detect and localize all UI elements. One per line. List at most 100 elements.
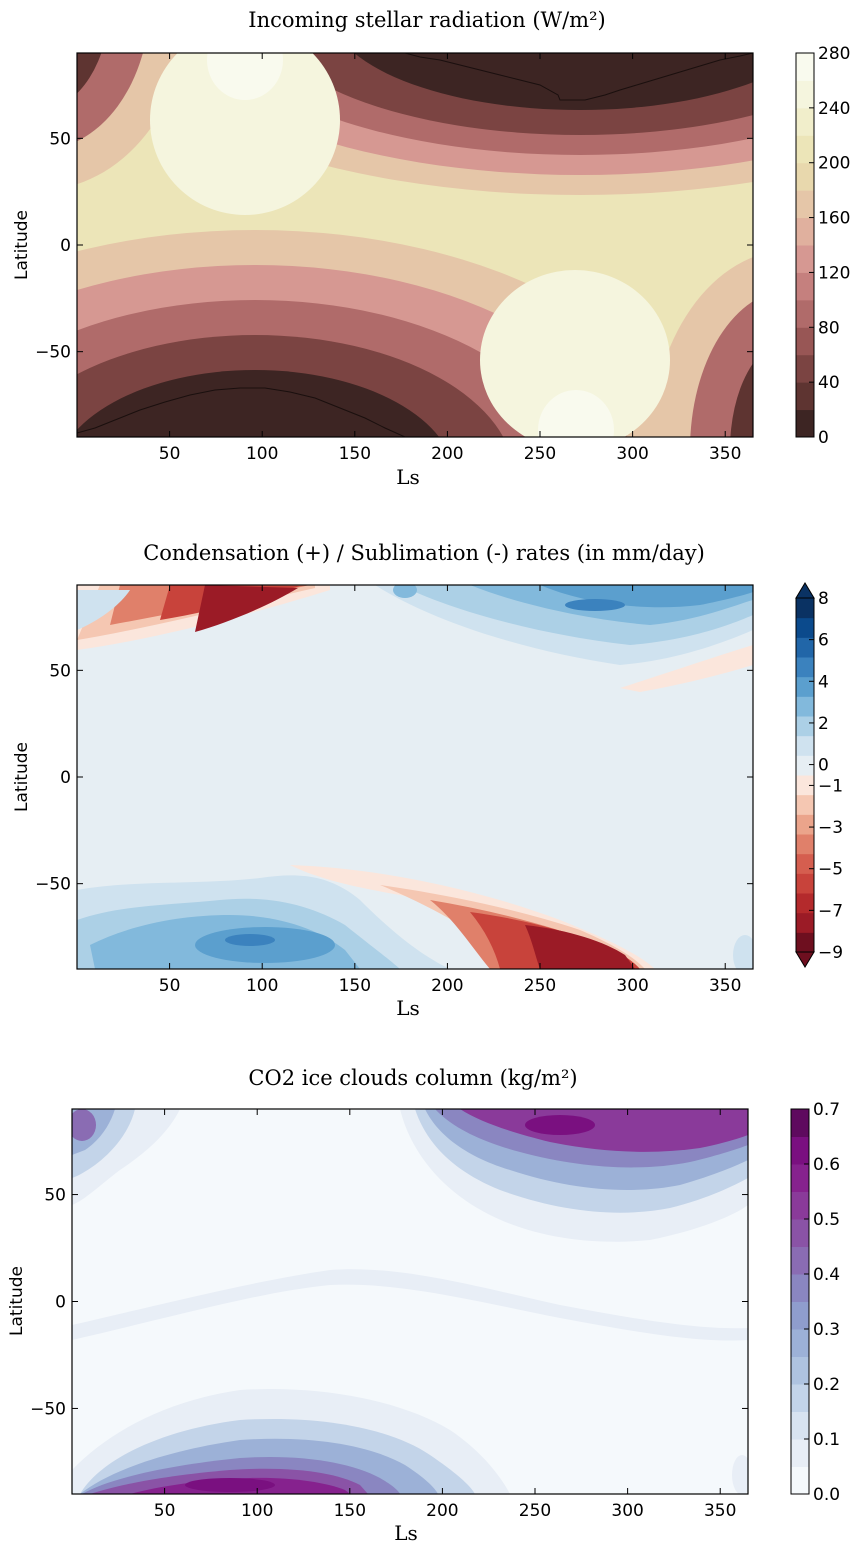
radiation-southeast-dark [650, 257, 753, 437]
condensation-colorbar-swatch [796, 617, 814, 638]
radiation-colorbar: 0 40 80 120 160 200 240 280 [795, 44, 850, 448]
condensation-x-ticks: 50 100 150 200 250 300 350 [159, 585, 741, 996]
radiation-colorbar-swatch [796, 190, 814, 219]
condensation-y-tick-label: −50 [35, 875, 71, 895]
co2-clouds-x-tick-label: 100 [241, 1501, 273, 1521]
radiation-colorbar-swatch [796, 217, 814, 246]
condensation-colorbar-tick-label: −1 [818, 776, 843, 796]
condensation-y-tick-label: 0 [60, 768, 71, 788]
co2-clouds-x-label: Ls [394, 1521, 418, 1545]
radiation-x-tick-label: 200 [431, 444, 463, 464]
radiation-plot-area [77, 53, 753, 437]
condensation-colorbar-swatch [796, 755, 814, 776]
co2-clouds-colorbar-tick-label: 0.6 [813, 1155, 840, 1175]
radiation-x-ticks: 50 100 150 200 250 300 350 [159, 53, 741, 464]
radiation-colorbar-tick-label: 280 [818, 44, 850, 64]
co2-clouds-plot-area [72, 1109, 748, 1494]
condensation-colorbar-tick-label: 4 [818, 672, 829, 692]
condensation-colorbar-swatch [796, 794, 814, 815]
radiation-colorbar-swatch [796, 409, 814, 438]
radiation-y-tick-label: −50 [35, 343, 71, 363]
radiation-colorbar-swatch [796, 245, 814, 273]
condensation-y-label: Latitude [12, 742, 32, 812]
condensation-title: Condensation (+) / Sublimation (-) rates… [143, 541, 705, 565]
condensation-north-condensation [375, 585, 753, 665]
condensation-colorbar-swatch [796, 853, 814, 874]
condensation-colorbar-tick-label: −5 [818, 860, 843, 880]
condensation-colorbar-tick-label: −7 [818, 901, 843, 921]
condensation-south-sublimation [290, 865, 655, 969]
co2-clouds-colorbar-swatch [791, 1301, 809, 1330]
co2-clouds-colorbar-tick-label: 0.5 [813, 1210, 840, 1230]
condensation-colorbar-extend-bottom [795, 951, 815, 968]
condensation-colorbar-swatch [796, 873, 814, 894]
radiation-colorbar-swatch [796, 135, 814, 164]
condensation-colorbar-tick-label: 2 [818, 714, 829, 734]
radiation-x-tick-label: 150 [339, 444, 371, 464]
co2-clouds-equatorial-band [72, 1269, 748, 1341]
condensation-southeast-condensation [733, 935, 753, 969]
co2-clouds-y-tick-label: 50 [44, 1186, 66, 1206]
co2-clouds-x-tick-label: 300 [611, 1501, 643, 1521]
radiation-colorbar-swatch [796, 107, 814, 136]
radiation-colorbar-tick-label: 200 [818, 154, 850, 174]
co2-clouds-northwest [72, 1109, 180, 1205]
radiation-bright-north [150, 53, 340, 215]
co2-clouds-colorbar-swatch [791, 1329, 809, 1357]
condensation-colorbar-swatch [796, 735, 814, 756]
condensation-colorbar-tick-label: 0 [818, 756, 829, 776]
condensation-northwest-condensation [77, 590, 130, 630]
co2-clouds-colorbar-swatch [791, 1411, 809, 1440]
radiation-colorbar-swatch [796, 80, 814, 109]
co2-clouds-colorbar-tick-label: 0.4 [813, 1265, 840, 1285]
condensation-colorbar-swatch [796, 598, 814, 619]
radiation-x-tick-label: 100 [246, 444, 278, 464]
condensation-colorbar-swatch [796, 775, 814, 796]
co2-clouds-x-tick-label: 350 [704, 1501, 736, 1521]
radiation-y-tick-label: 50 [49, 129, 71, 149]
co2-clouds-colorbar-swatch [791, 1246, 809, 1275]
condensation-colorbar-swatch [796, 834, 814, 855]
radiation-colorbar-tick-label: 240 [818, 99, 850, 119]
condensation-colorbar-swatch [796, 637, 814, 658]
radiation-x-tick-label: 250 [524, 444, 556, 464]
radiation-colorbar-swatch [796, 382, 814, 411]
radiation-colorbar-tick-label: 120 [818, 263, 850, 283]
condensation-colorbar-swatch [796, 657, 814, 678]
co2-clouds-colorbar-swatch [791, 1274, 809, 1302]
radiation-x-label: Ls [396, 465, 420, 489]
radiation-bright-south [480, 270, 670, 437]
co2-clouds-x-tick-label: 50 [154, 1501, 176, 1521]
co2-clouds-southeast [732, 1455, 748, 1494]
co2-clouds-x-ticks: 50 100 150 200 250 300 350 [154, 1109, 736, 1521]
co2-clouds-colorbar-swatch [791, 1384, 809, 1412]
condensation-south-condensation [77, 875, 450, 969]
condensation-colorbar-tick-label: 6 [818, 631, 829, 651]
radiation-colorbar-tick-label: 40 [818, 373, 840, 393]
condensation-colorbar-frame [795, 597, 815, 953]
condensation-colorbar-swatch [796, 912, 814, 933]
co2-clouds-colorbar-tick-label: 0.0 [813, 1485, 840, 1505]
co2-clouds-colorbar-swatch [791, 1356, 809, 1385]
co2-clouds-x-tick-label: 200 [426, 1501, 458, 1521]
radiation-panel: Incoming stellar radiation (W/m²) [12, 8, 850, 489]
condensation-plot-area [77, 585, 753, 969]
radiation-colorbar-swatch [796, 162, 814, 191]
condensation-northeast-sublimation [620, 645, 753, 692]
co2-clouds-colorbar-swatch [791, 1136, 809, 1165]
condensation-north-sublimation [77, 585, 330, 650]
condensation-x-tick-label: 300 [616, 976, 648, 996]
condensation-x-tick-label: 50 [159, 976, 181, 996]
condensation-colorbar-swatch [796, 716, 814, 737]
co2-clouds-colorbar-swatch [791, 1164, 809, 1192]
condensation-colorbar-swatch [796, 932, 814, 953]
co2-clouds-colorbar-tick-label: 0.7 [813, 1100, 840, 1120]
condensation-colorbar-swatch [796, 814, 814, 835]
condensation-colorbar: 8 6 4 2 0−1 −3 −5 −7 −9 [795, 582, 843, 968]
co2-clouds-colorbar-swatch [791, 1466, 809, 1495]
radiation-colorbar-frame [795, 52, 815, 438]
condensation-colorbar-tick-label: 8 [818, 589, 829, 609]
radiation-y-label: Latitude [12, 210, 32, 280]
radiation-x-tick-label: 350 [709, 444, 741, 464]
